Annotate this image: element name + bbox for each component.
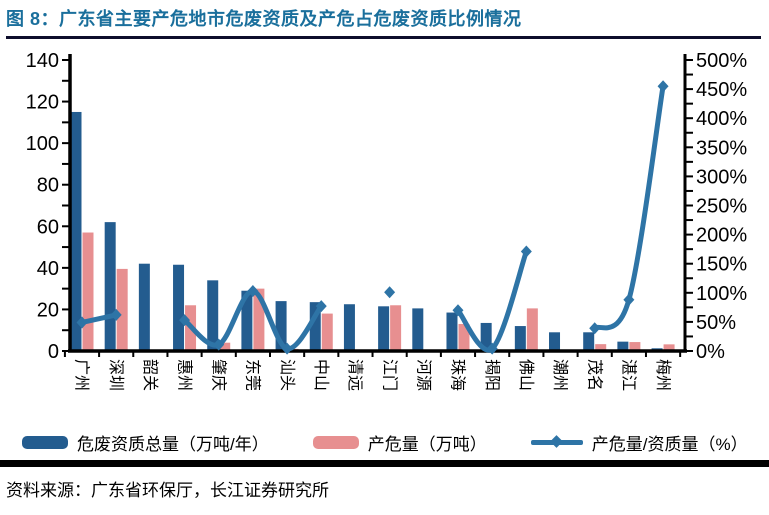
svg-text:400%: 400% <box>696 108 747 130</box>
ratio-line-swatch-icon <box>530 435 583 448</box>
svg-text:清远: 清远 <box>346 359 364 391</box>
svg-text:140: 140 <box>26 50 59 72</box>
legend-label: 危废资质总量（万吨/年） <box>77 434 269 454</box>
svg-text:200%: 200% <box>696 225 747 247</box>
svg-text:50%: 50% <box>696 312 736 334</box>
svg-text:河源: 河源 <box>415 359 433 391</box>
svg-text:100: 100 <box>26 133 59 155</box>
svg-text:揭阳: 揭阳 <box>483 359 501 391</box>
svg-text:深圳: 深圳 <box>107 359 125 391</box>
qualification-bar-swatch-icon <box>22 435 68 449</box>
svg-text:肇庆: 肇庆 <box>209 359 227 391</box>
figure-header: 图 8：广东省主要产危地市危废资质及产危占危废资质比例情况 <box>0 0 769 39</box>
svg-text:佛山: 佛山 <box>517 359 535 391</box>
svg-text:120: 120 <box>26 92 59 114</box>
legend-item-ratio: 产危量/资质量（%） <box>530 430 748 455</box>
svg-text:梅州: 梅州 <box>654 359 672 391</box>
svg-text:江门: 江门 <box>380 359 398 391</box>
title-divider <box>6 36 761 39</box>
svg-text:惠州: 惠州 <box>175 359 193 391</box>
svg-text:40: 40 <box>37 258 59 280</box>
svg-text:茂名: 茂名 <box>585 359 603 391</box>
legend-item-qualification: 危废资质总量（万吨/年） <box>22 430 269 455</box>
svg-text:80: 80 <box>37 175 59 197</box>
chart-legend: 危废资质总量（万吨/年） 产危量（万吨） 产危量/资质量（%） <box>0 424 769 460</box>
svg-text:150%: 150% <box>696 254 747 276</box>
legend-label: 产危量（万吨） <box>367 434 487 454</box>
bottom-rule <box>0 460 769 467</box>
svg-text:珠海: 珠海 <box>449 359 467 391</box>
svg-text:250%: 250% <box>696 196 747 218</box>
svg-text:潮州: 潮州 <box>551 359 569 391</box>
svg-text:0: 0 <box>48 341 59 363</box>
chart-area: 140 120 100 80 60 40 20 0 500% 450% 400% 350% 300% 25… <box>0 39 769 424</box>
combo-chart-canvas: 140 120 100 80 60 40 20 0 500% 450% 400% 350% 300% 25… <box>26 50 748 391</box>
svg-text:中山: 中山 <box>312 359 330 391</box>
legend-item-production: 产危量（万吨） <box>312 430 487 455</box>
figure-title: 图 8：广东省主要产危地市危废资质及产危占危废资质比例情况 <box>6 9 522 29</box>
svg-text:300%: 300% <box>696 166 747 188</box>
svg-text:350%: 350% <box>696 137 747 159</box>
source-line: 资料来源：广东省环保厅，长江证券研究所 <box>6 481 329 500</box>
legend-label: 产危量/资质量（%） <box>591 434 748 454</box>
svg-text:450%: 450% <box>696 79 747 101</box>
svg-text:广州: 广州 <box>73 359 91 391</box>
production-bar-swatch-icon <box>312 435 359 449</box>
svg-text:20: 20 <box>37 299 59 321</box>
svg-text:0%: 0% <box>696 341 725 363</box>
svg-text:500%: 500% <box>696 50 747 72</box>
svg-text:100%: 100% <box>696 283 747 305</box>
svg-text:汕头: 汕头 <box>278 359 296 391</box>
svg-text:湛江: 湛江 <box>620 359 638 391</box>
svg-text:东莞: 东莞 <box>244 359 262 391</box>
svg-text:韶关: 韶关 <box>141 359 159 391</box>
svg-text:60: 60 <box>37 216 59 238</box>
